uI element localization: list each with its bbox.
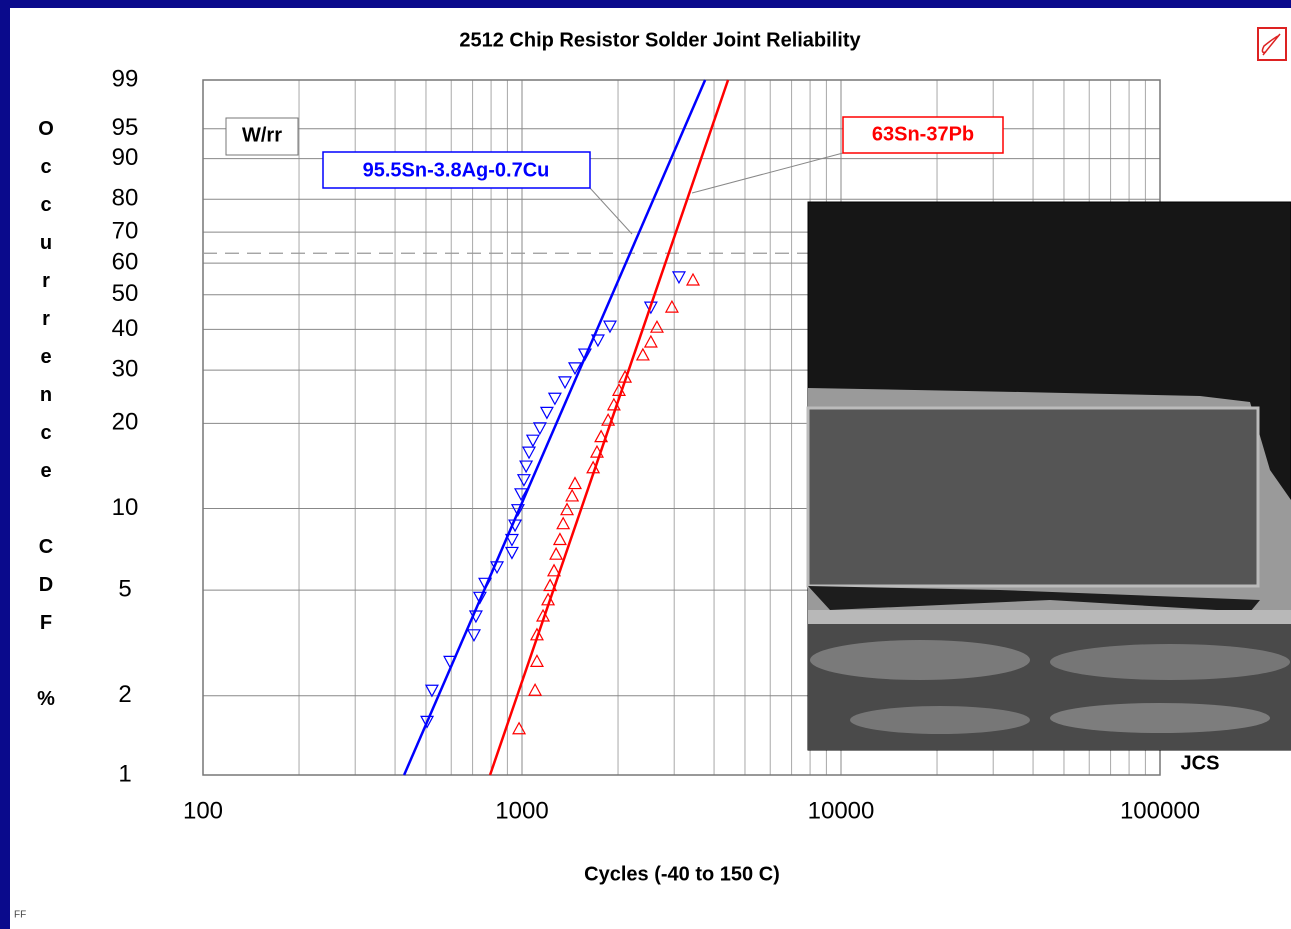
y-tick-label: 99 (112, 65, 139, 92)
series-label: 63Sn-37Pb (872, 123, 974, 145)
data-point (586, 460, 601, 474)
data-point (556, 516, 571, 530)
data-point (589, 444, 604, 458)
data-point (671, 271, 686, 285)
data-point (541, 592, 556, 606)
data-point (602, 320, 617, 334)
data-point (577, 348, 592, 362)
data-point (478, 577, 493, 591)
data-point (590, 334, 605, 348)
data-point (547, 392, 562, 406)
data-point (424, 684, 439, 698)
credit: JCS (1181, 752, 1220, 774)
leader-line (691, 152, 844, 194)
y-tick-label: 50 (112, 280, 139, 307)
footer: FF (14, 910, 26, 921)
data-point (567, 362, 583, 376)
y-axis-label: Occurrence CDF % (35, 118, 57, 726)
data-point (443, 655, 458, 669)
data-point (532, 422, 547, 436)
data-point (552, 532, 567, 546)
data-point (522, 446, 537, 460)
y-tick-label: 40 (112, 315, 139, 342)
data-point (549, 546, 564, 560)
data-point (508, 519, 523, 533)
data-point (525, 434, 540, 448)
y-tick-label: 70 (112, 218, 139, 245)
y-tick-label: 80 (112, 185, 139, 212)
data-point (529, 627, 544, 641)
data-point (618, 369, 633, 383)
photo-fiber (1050, 644, 1290, 680)
y-tick-label: 1 (118, 760, 131, 787)
data-point (519, 460, 534, 474)
x-tick-label: 10000 (808, 797, 875, 824)
data-point (649, 319, 664, 333)
data-point (606, 397, 621, 411)
micrograph (806, 201, 1291, 751)
fit-line (488, 79, 730, 776)
series-label: 95.5Sn-3.8Ag-0.7Cu (363, 159, 550, 181)
data-point (685, 272, 701, 286)
data-point (601, 412, 616, 426)
data-point (611, 383, 627, 396)
data-point (528, 682, 543, 696)
method-label: W/rr (242, 124, 282, 146)
pdf-icon[interactable] (1257, 27, 1287, 61)
data-point (547, 563, 562, 577)
data-point (565, 488, 580, 502)
photo-chip (806, 406, 1260, 588)
icon-glyph[interactable] (1261, 33, 1281, 56)
data-point (536, 608, 551, 622)
data-point (420, 715, 435, 729)
data-point (510, 504, 525, 517)
data-point (472, 591, 487, 605)
data-point (516, 474, 531, 487)
data-point (512, 721, 527, 735)
chart-title: 2512 Chip Resistor Solder Joint Reliabil… (459, 29, 861, 51)
series-label-box (842, 116, 1004, 154)
data-point (635, 347, 650, 361)
data-point (466, 629, 481, 643)
x-tick-label: 1000 (495, 797, 548, 824)
data-point (490, 561, 505, 575)
data-point (504, 533, 519, 547)
photo-pad (808, 610, 1291, 624)
y-tick-label: 90 (112, 144, 139, 171)
y-tick-label: 60 (112, 248, 139, 275)
y-tick-label: 95 (112, 114, 139, 141)
data-point (594, 429, 609, 443)
data-point (557, 376, 573, 390)
leader-line (589, 187, 633, 235)
photo-fiber (850, 706, 1030, 734)
y-tick-label: 2 (118, 681, 131, 708)
data-point (539, 406, 554, 420)
photo-fiber (1050, 703, 1270, 733)
data-point (567, 476, 583, 490)
data-point (468, 610, 483, 624)
y-tick-label: 10 (112, 494, 139, 521)
x-axis-label: Cycles (-40 to 150 C) (584, 863, 780, 885)
y-tick-label: 30 (112, 356, 139, 383)
data-point (504, 546, 519, 560)
photo-gap (808, 586, 1260, 612)
y-tick-label: 20 (112, 409, 139, 436)
method-box (225, 117, 299, 156)
data-point (529, 654, 544, 667)
data-point (664, 299, 679, 313)
data-point (514, 488, 529, 502)
photo-fiber (810, 640, 1030, 680)
y-tick-label: 5 (118, 575, 131, 602)
data-point (643, 334, 658, 348)
series-label-box (322, 151, 591, 189)
x-tick-label: 100000 (1120, 797, 1200, 824)
data-point (543, 578, 558, 592)
x-tick-label: 100 (183, 797, 223, 824)
data-point (560, 502, 575, 516)
